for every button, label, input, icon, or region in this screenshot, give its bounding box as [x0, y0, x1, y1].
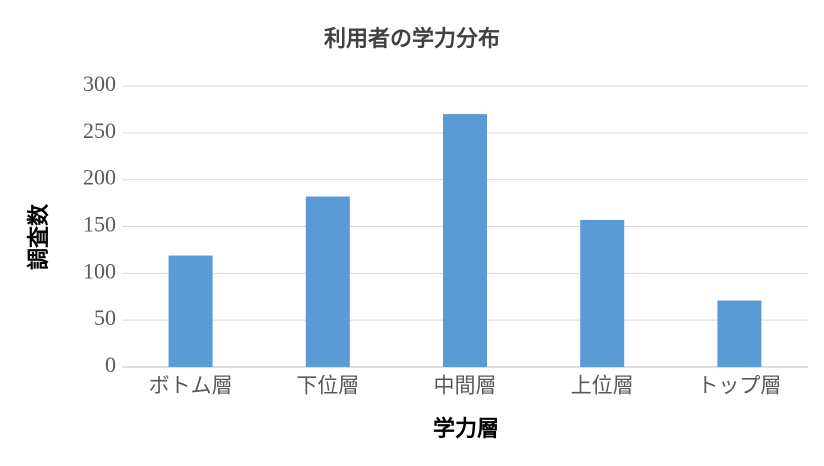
y-axis-title: 調査数: [26, 203, 52, 270]
x-axis-title: 学力層: [433, 416, 499, 442]
bar: [717, 300, 762, 367]
y-tick-label: 50: [94, 305, 116, 330]
x-tick-label: 上位層: [571, 374, 634, 398]
bar: [580, 219, 625, 367]
y-tick-label: 150: [83, 212, 116, 237]
y-tick-label: 200: [83, 165, 116, 190]
chart-title: 利用者の学力分布: [324, 26, 500, 52]
x-tick-label: 下位層: [296, 374, 359, 398]
y-tick-label: 100: [83, 258, 116, 283]
bar: [168, 255, 213, 367]
y-tick-label: 0: [105, 352, 116, 377]
y-tick-label: 250: [83, 118, 116, 143]
bar: [443, 114, 487, 367]
x-tick-label: トップ層: [697, 374, 781, 398]
y-tick-label: 300: [83, 71, 116, 96]
x-tick-label: ボトム層: [149, 374, 233, 398]
bar: [305, 196, 350, 367]
x-tick-label: 中間層: [434, 374, 497, 398]
